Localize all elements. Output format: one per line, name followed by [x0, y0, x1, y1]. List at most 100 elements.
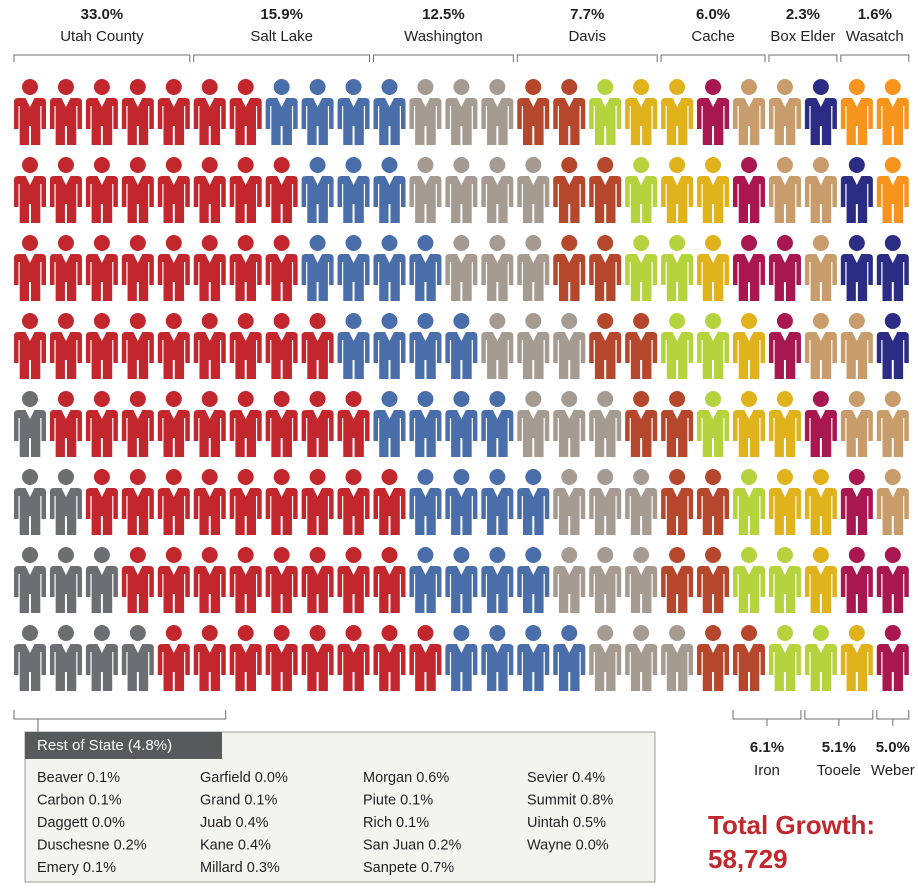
person-icon	[876, 391, 909, 457]
person-icon	[337, 547, 370, 613]
person-icon	[85, 235, 118, 301]
person-icon	[625, 547, 658, 613]
county-item: Duschesne 0.2%	[37, 837, 147, 853]
bracket	[660, 54, 766, 62]
person-icon	[517, 157, 550, 223]
person-icon	[661, 79, 694, 145]
person-icon	[840, 469, 873, 535]
person-icon	[301, 313, 334, 379]
person-icon	[265, 313, 298, 379]
person-icon	[768, 313, 801, 379]
county-item: Emery 0.1%	[37, 860, 116, 876]
person-icon	[625, 79, 658, 145]
person-icon	[14, 313, 46, 379]
person-icon	[481, 469, 514, 535]
person-icon	[840, 625, 873, 691]
person-icon	[661, 547, 694, 613]
person-icon	[157, 547, 190, 613]
person-icon	[373, 157, 406, 223]
category-label: Iron	[754, 762, 780, 779]
person-icon	[517, 391, 550, 457]
person-icon	[14, 547, 46, 613]
county-item: Daggett 0.0%	[37, 815, 125, 831]
person-icon	[589, 79, 622, 145]
person-icon	[553, 79, 586, 145]
person-icon	[625, 625, 658, 691]
county-item: Garfield 0.0%	[200, 770, 288, 786]
person-icon	[85, 625, 118, 691]
category-label: Davis	[568, 28, 606, 45]
county-item: Uintah 0.5%	[527, 815, 606, 831]
value-label: 15.9%	[260, 6, 303, 23]
person-icon	[14, 79, 46, 145]
category-label: Wasatch	[846, 28, 904, 45]
person-icon	[876, 625, 909, 691]
person-icon	[193, 313, 226, 379]
person-icon	[121, 313, 154, 379]
person-icon	[733, 625, 765, 691]
county-item: Summit 0.8%	[527, 792, 613, 808]
category-label: Cache	[691, 28, 734, 45]
person-icon	[553, 391, 586, 457]
person-icon	[589, 625, 622, 691]
total-value: 58,729	[708, 844, 788, 874]
person-icon	[661, 625, 694, 691]
person-icon	[481, 625, 514, 691]
person-icon	[193, 391, 226, 457]
person-icon	[481, 235, 514, 301]
person-icon	[337, 79, 370, 145]
category-label: Weber	[871, 762, 915, 779]
county-item: Wayne 0.0%	[527, 837, 609, 853]
person-icon	[768, 625, 801, 691]
person-icon	[85, 157, 118, 223]
person-icon	[193, 79, 226, 145]
category-label: Washington	[404, 28, 483, 45]
person-icon	[445, 157, 478, 223]
person-icon	[301, 625, 334, 691]
person-icon	[229, 469, 262, 535]
value-label: (4.8%)	[128, 737, 172, 754]
rest-tab	[25, 732, 222, 759]
person-icon	[409, 391, 442, 457]
person-icon	[697, 391, 730, 457]
person-icon	[193, 235, 226, 301]
person-icon	[265, 469, 298, 535]
person-icon	[157, 469, 190, 535]
person-icon	[481, 313, 514, 379]
person-icon	[733, 547, 765, 613]
bracket	[732, 710, 802, 720]
person-icon	[14, 157, 46, 223]
person-icon	[589, 313, 622, 379]
person-icon	[876, 79, 909, 145]
person-icon	[265, 79, 298, 145]
person-icon	[876, 547, 909, 613]
value-label: 1.6%	[858, 6, 892, 23]
person-icon	[625, 469, 658, 535]
person-icon	[121, 469, 154, 535]
person-icon	[229, 391, 262, 457]
person-icon	[301, 157, 334, 223]
person-icon	[301, 391, 334, 457]
person-icon	[589, 469, 622, 535]
category-label: Rest of State	[37, 737, 124, 754]
person-icon	[840, 235, 873, 301]
person-icon	[445, 313, 478, 379]
person-icon	[804, 625, 837, 691]
person-icon	[697, 157, 730, 223]
person-icon	[697, 469, 730, 535]
person-icon	[157, 313, 190, 379]
person-icon	[517, 313, 550, 379]
person-icon	[445, 625, 478, 691]
person-icon	[768, 79, 801, 145]
person-icon	[661, 157, 694, 223]
bracket	[840, 54, 910, 62]
person-icon	[193, 547, 226, 613]
person-icon	[337, 157, 370, 223]
person-icon	[804, 157, 837, 223]
person-icon	[733, 469, 765, 535]
person-icon	[804, 79, 837, 145]
person-icon	[733, 235, 765, 301]
person-icon	[49, 235, 82, 301]
county-item: Rich 0.1%	[363, 815, 429, 831]
person-icon	[121, 79, 154, 145]
